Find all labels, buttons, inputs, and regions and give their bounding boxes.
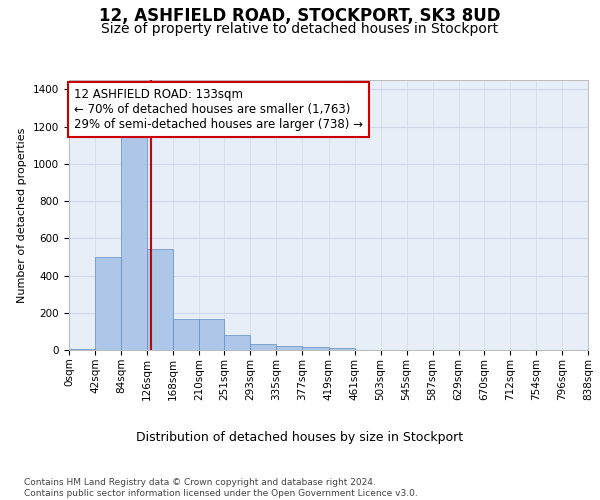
Bar	[224, 335, 250, 350]
Text: 12 ASHFIELD ROAD: 133sqm
← 70% of detached houses are smaller (1,763)
29% of sem: 12 ASHFIELD ROAD: 133sqm ← 70% of detach…	[74, 88, 363, 131]
Bar	[302, 347, 329, 350]
Bar	[121, 130, 147, 350]
Text: Distribution of detached houses by size in Stockport: Distribution of detached houses by size …	[136, 431, 464, 444]
Text: Contains HM Land Registry data © Crown copyright and database right 2024.
Contai: Contains HM Land Registry data © Crown c…	[24, 478, 418, 498]
Bar	[329, 348, 355, 350]
Bar	[95, 257, 121, 350]
Bar	[250, 344, 277, 350]
Bar	[147, 250, 173, 350]
Bar	[277, 346, 302, 350]
Text: 12, ASHFIELD ROAD, STOCKPORT, SK3 8UD: 12, ASHFIELD ROAD, STOCKPORT, SK3 8UD	[99, 8, 501, 26]
Bar	[173, 320, 199, 350]
Y-axis label: Number of detached properties: Number of detached properties	[17, 128, 28, 302]
Bar	[199, 320, 224, 350]
Text: Size of property relative to detached houses in Stockport: Size of property relative to detached ho…	[101, 22, 499, 36]
Bar	[69, 348, 95, 350]
